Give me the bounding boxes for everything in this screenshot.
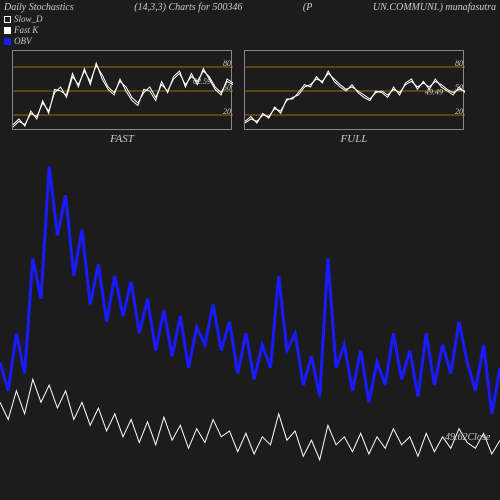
svg-text:20: 20	[455, 107, 463, 116]
legend-item: OBV	[4, 36, 43, 47]
header-right: UN.COMMUNI.) munafasutra	[373, 2, 496, 13]
header-left: Daily Stochastics	[4, 2, 74, 13]
full-label: FULL	[341, 133, 368, 145]
sub-charts-container: 20508062.59 FAST 20508049.49 FULL	[0, 50, 500, 140]
header-mid1: (14,3,3) Charts for 500346	[134, 2, 242, 13]
main-chart: 49.62Close	[0, 155, 500, 500]
svg-text:80: 80	[455, 59, 463, 68]
legend-label: Slow_D	[14, 14, 43, 25]
full-svg: 20508049.49	[245, 51, 465, 131]
legend-item: Fast K	[4, 25, 43, 36]
svg-text:49.49: 49.49	[425, 87, 443, 96]
fast-chart: 20508062.59 FAST	[12, 50, 232, 130]
main-svg: 49.62Close	[0, 155, 500, 500]
legend-swatch	[4, 16, 11, 23]
fast-svg: 20508062.59	[13, 51, 233, 131]
svg-text:80: 80	[223, 59, 231, 68]
full-chart: 20508049.49 FULL	[244, 50, 464, 130]
legend-swatch	[4, 27, 11, 34]
chart-header: Daily Stochastics (14,3,3) Charts for 50…	[0, 0, 500, 15]
legend-swatch	[4, 38, 11, 45]
legend-label: Fast K	[14, 25, 38, 36]
legend: Slow_DFast KOBV	[4, 14, 43, 47]
fast-label: FAST	[110, 133, 134, 145]
svg-text:20: 20	[223, 107, 231, 116]
legend-label: OBV	[14, 36, 32, 47]
legend-item: Slow_D	[4, 14, 43, 25]
svg-text:49.62Close: 49.62Close	[445, 432, 491, 443]
header-mid2: (P	[303, 2, 312, 13]
